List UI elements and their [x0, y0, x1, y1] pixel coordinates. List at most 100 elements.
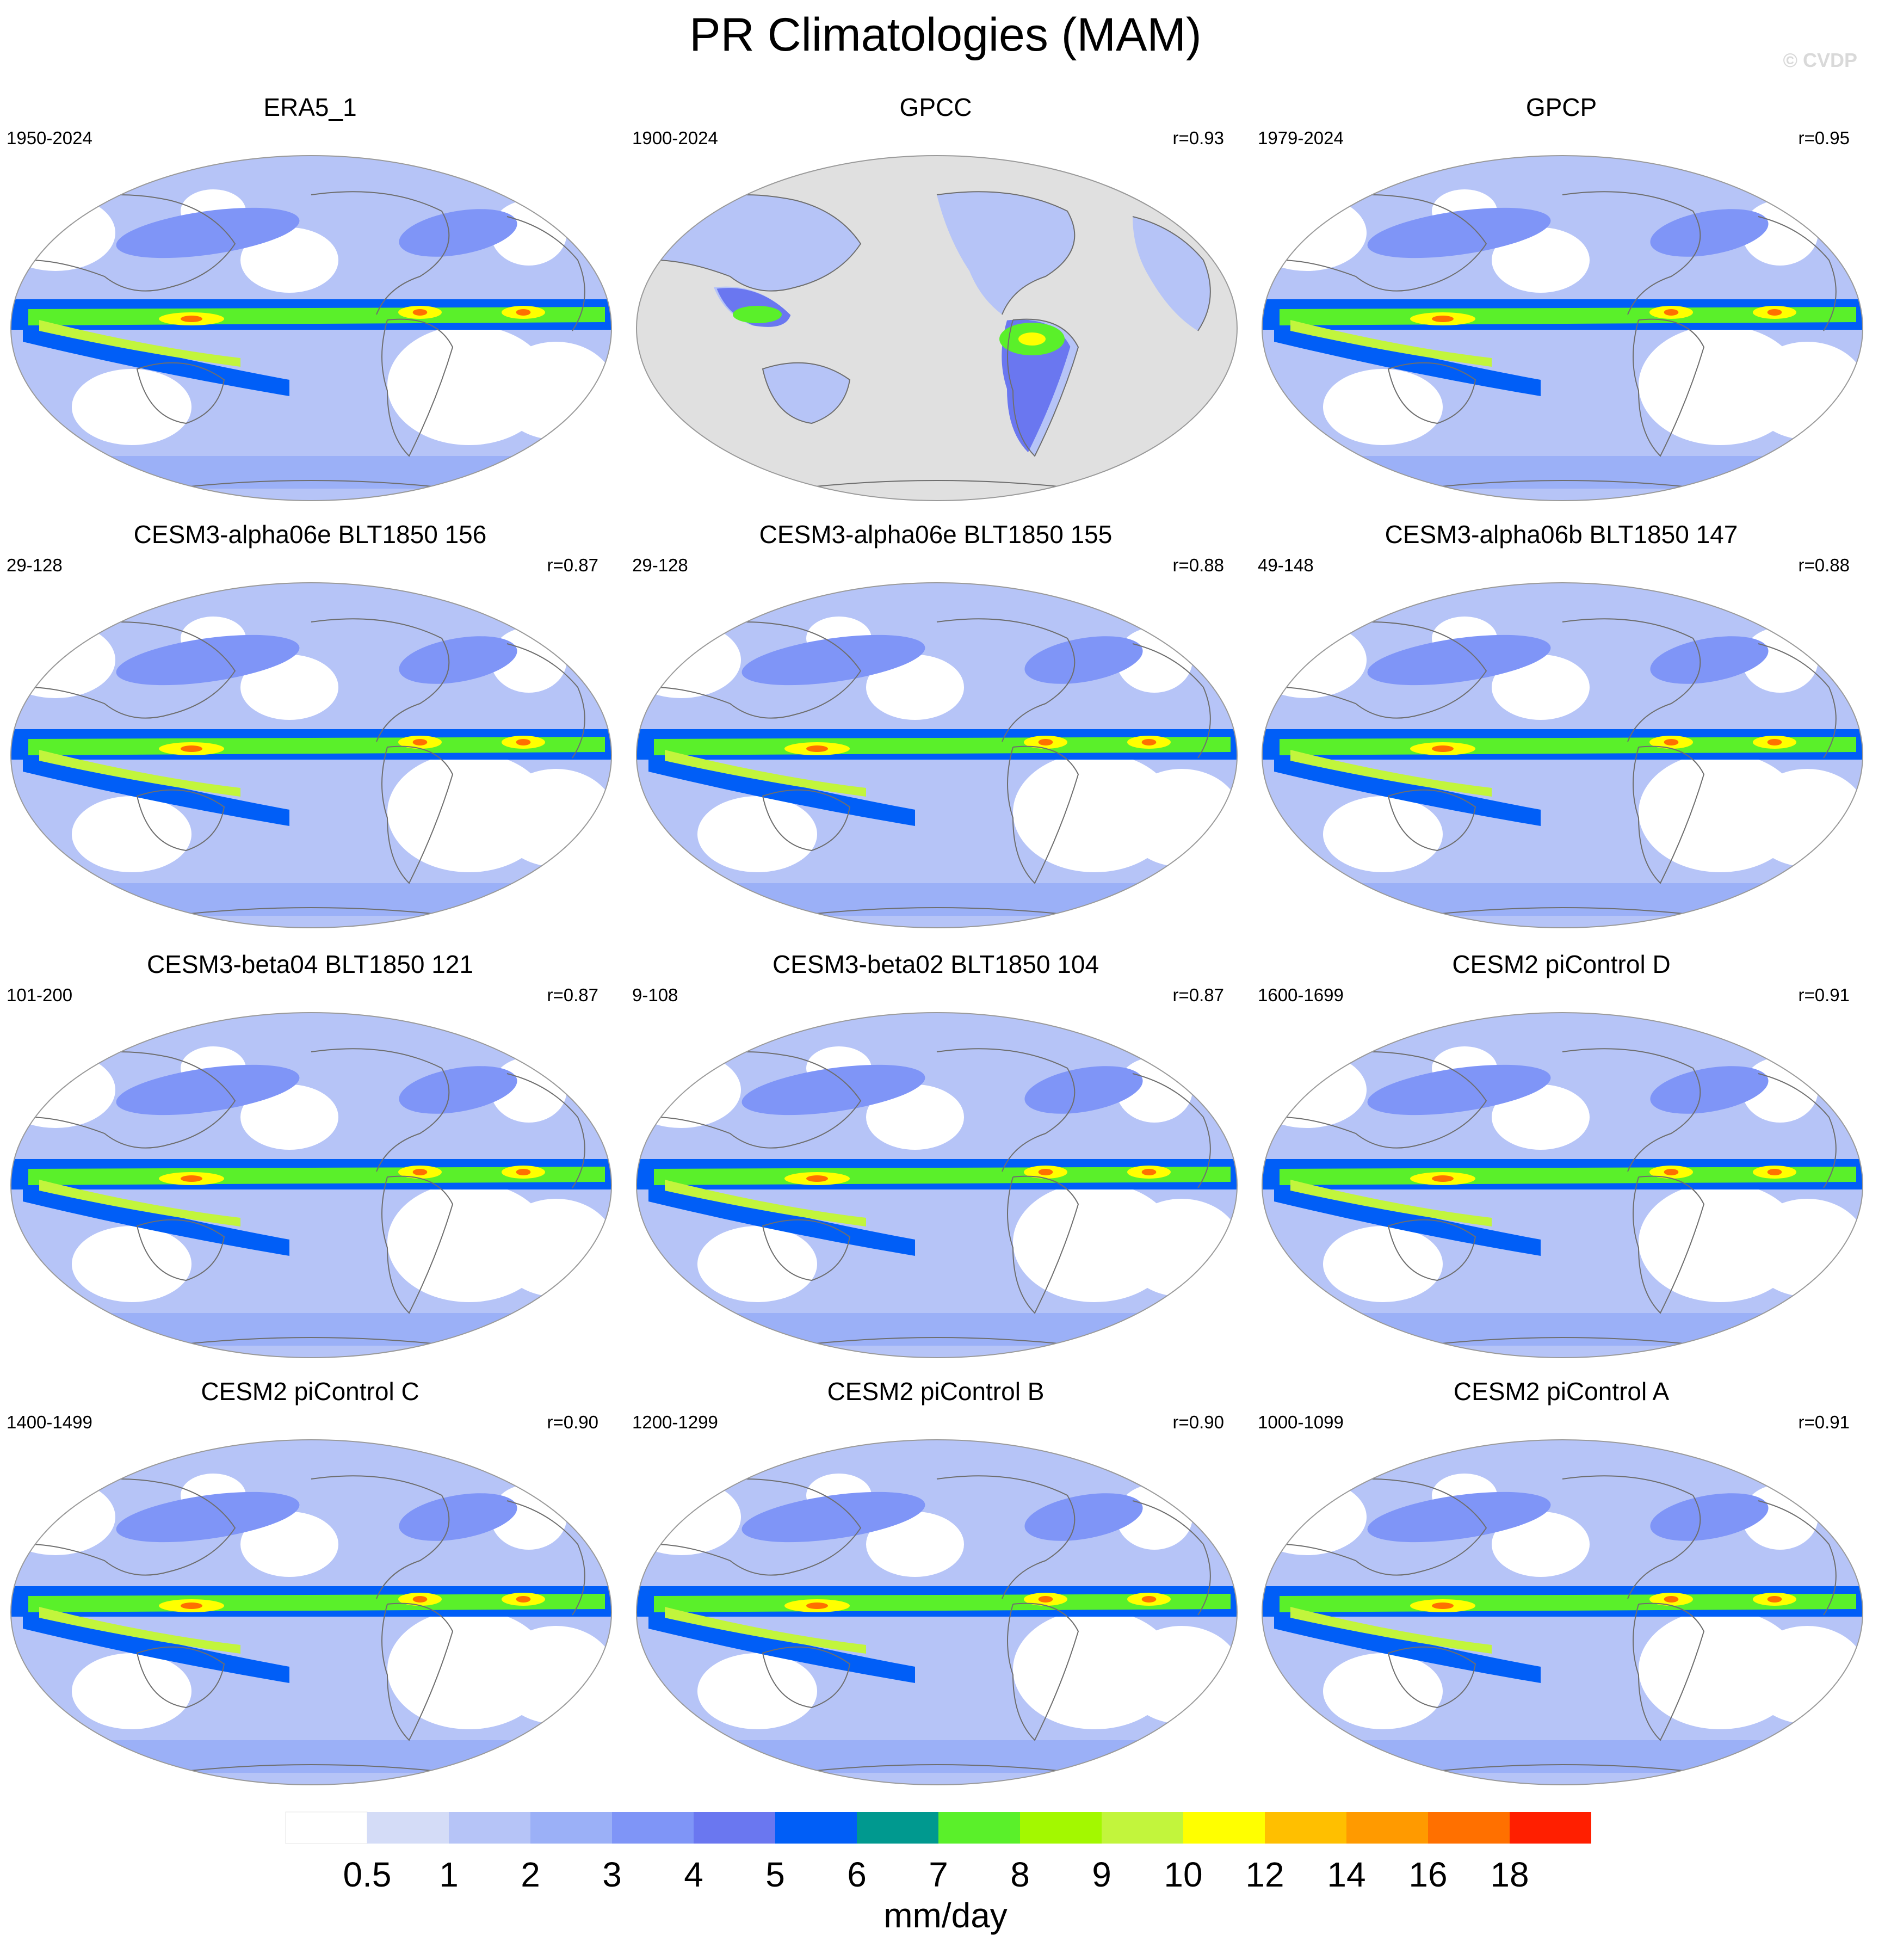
southern-ocean-band	[11, 456, 611, 489]
colorbar-tick-label: 4	[684, 1855, 703, 1894]
land-precip-region	[654, 195, 861, 291]
spcz-core	[1290, 1180, 1492, 1226]
colorbar-units: mm/day	[883, 1896, 1008, 1935]
spcz-core	[1290, 750, 1492, 797]
coastline	[1420, 1337, 1704, 1346]
dry-zone	[72, 369, 191, 445]
precip-map	[10, 582, 612, 928]
dry-zone	[496, 1626, 611, 1724]
atlantic-storm-track	[399, 636, 517, 684]
panel-period: 49-148	[1258, 555, 1314, 575]
dry-zone	[1492, 655, 1590, 720]
atlantic-storm-track	[1024, 1066, 1143, 1114]
ocean-mask	[636, 156, 1237, 501]
colorbar-tick-label: 10	[1164, 1855, 1203, 1894]
atlantic-storm-track	[399, 1066, 517, 1114]
colorbar-box	[1510, 1812, 1591, 1844]
spcz-core	[665, 750, 866, 797]
dry-zone	[72, 1226, 191, 1302]
coastline	[795, 1764, 1079, 1773]
coastline	[762, 1219, 851, 1281]
coastline	[136, 1646, 225, 1709]
pacific-storm-track	[1367, 1491, 1551, 1543]
coastline	[1420, 1764, 1704, 1773]
coastline	[1132, 1500, 1211, 1616]
land-precip-region	[1133, 217, 1210, 331]
panel-title: CESM3-alpha06e BLT1850 155	[759, 520, 1113, 548]
colorbar-tick-label: 0.5	[343, 1855, 392, 1894]
coastline	[1562, 191, 1701, 315]
colorbar-box	[530, 1812, 612, 1844]
map-border	[1262, 155, 1863, 501]
southern-ocean-band	[1262, 456, 1863, 489]
map-panel: CESM2 piControl C 1400-1499 r=0.90	[0, 1377, 620, 1801]
dry-zone	[1122, 1626, 1237, 1724]
rain-peak	[806, 1175, 828, 1182]
panel-period: 29-128	[632, 555, 688, 575]
colorbar-box	[285, 1811, 368, 1844]
rain-peak	[1767, 309, 1782, 316]
atlantic-storm-track	[1024, 636, 1143, 684]
coastline	[936, 191, 1076, 315]
dry-zone	[496, 342, 611, 440]
coastline	[1633, 318, 1705, 457]
coastline	[795, 907, 1079, 916]
coastline	[1132, 216, 1211, 331]
pacific-storm-track	[1367, 207, 1551, 258]
coastline	[1562, 618, 1701, 742]
coastline	[136, 789, 225, 852]
land-precip-region	[937, 192, 1075, 315]
map-panel: GPCC 1900-2024 r=0.93	[626, 93, 1246, 517]
dry-zone	[1747, 769, 1863, 867]
southern-ocean-band	[11, 1313, 611, 1346]
colorbar-tick-label: 14	[1327, 1855, 1366, 1894]
precip-map	[10, 1012, 612, 1358]
rain-peak	[1767, 1169, 1782, 1175]
dry-zone	[1323, 1653, 1443, 1729]
coastline	[936, 618, 1076, 742]
coastline	[936, 1475, 1076, 1599]
map-panel: CESM2 piControl A 1000-1099 r=0.91	[1251, 1377, 1871, 1801]
colorbar-box	[1265, 1812, 1346, 1844]
coastline	[136, 362, 225, 424]
colorbar-box	[1102, 1812, 1183, 1844]
panel-title: CESM3-beta04 BLT1850 121	[146, 950, 474, 978]
precip-map	[1262, 155, 1863, 501]
dry-zone	[240, 1512, 338, 1577]
pacific-storm-track	[116, 207, 300, 258]
coastline	[381, 318, 454, 457]
rain-peak	[181, 1175, 202, 1182]
dry-zone	[1122, 1199, 1237, 1297]
coastline	[1007, 318, 1079, 457]
rain-peak	[516, 1596, 531, 1602]
dry-zone	[240, 227, 338, 293]
southern-ocean-band	[11, 1740, 611, 1773]
map-panel: CESM3-alpha06e BLT1850 156 29-128 r=0.87	[0, 520, 620, 944]
map-border	[636, 582, 1238, 928]
map-panel: CESM3-beta02 BLT1850 104 9-108 r=0.87	[626, 950, 1246, 1374]
coastline	[1758, 643, 1837, 759]
dry-zone	[1122, 769, 1237, 867]
rain-peak	[1038, 1169, 1053, 1175]
coastline	[653, 621, 862, 719]
coastline	[506, 643, 585, 759]
coastline	[936, 1048, 1076, 1172]
dry-zone	[1323, 1226, 1443, 1302]
panel-period: 1000-1099	[1258, 1412, 1344, 1432]
coastline	[1007, 1602, 1079, 1741]
dry-zone	[697, 1226, 817, 1302]
coastline	[762, 1646, 851, 1709]
panel-title: GPCC	[899, 93, 972, 121]
panel-title: CESM3-alpha06e BLT1850 156	[133, 520, 487, 548]
coastline	[762, 362, 851, 424]
southern-ocean-band	[1262, 883, 1863, 916]
coastline	[1420, 907, 1704, 916]
rain-peak	[1432, 316, 1454, 322]
coastline	[1279, 1051, 1487, 1149]
dry-zone	[240, 655, 338, 720]
coastline	[506, 1073, 585, 1188]
spcz-core	[39, 750, 240, 797]
coastline	[1633, 745, 1705, 884]
map-border	[1262, 1439, 1863, 1785]
rain-peak	[1767, 1596, 1782, 1602]
